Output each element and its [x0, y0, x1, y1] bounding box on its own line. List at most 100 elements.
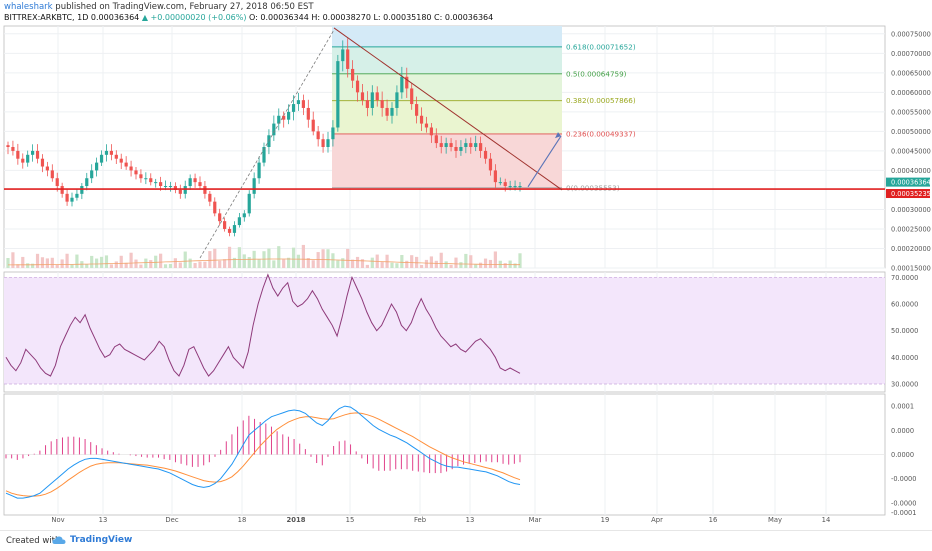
candle-body: [104, 150, 109, 155]
candle-body: [149, 178, 153, 183]
candle-body: [301, 100, 305, 108]
rsi-line: [5, 273, 521, 377]
candle-body: [55, 178, 59, 187]
price-tick-label: 0.00020000: [891, 245, 931, 253]
volume-bar: [144, 258, 148, 268]
volume-bar: [104, 255, 109, 268]
candle-body: [282, 115, 286, 120]
volume-bar: [114, 261, 118, 268]
ohlc-values: O: 0.00036344 H: 0.00038270 L: 0.0003518…: [249, 13, 494, 22]
candle-body: [65, 193, 69, 202]
volume-bar: [341, 258, 345, 268]
volume-bar: [188, 258, 192, 268]
candle-body: [257, 162, 261, 179]
volume-bar: [16, 264, 20, 268]
tradingview-brand[interactable]: TradingView: [70, 535, 133, 545]
rsi-tick-label: 70.0000: [891, 274, 918, 282]
volume-bar: [306, 258, 310, 268]
candle-body: [163, 186, 168, 188]
candle-body: [159, 182, 163, 187]
fib-level-label: 0(0.00035553): [566, 183, 620, 192]
candle-body: [80, 186, 84, 194]
symbol-line: BITTREX:ARKBTC, 1D 0.00036364 ▲ +0.00000…: [4, 13, 493, 22]
volume-bar: [168, 263, 173, 268]
candle-body: [479, 143, 483, 151]
price-tick-label: 0.00075000: [891, 30, 931, 38]
candle-body: [415, 104, 419, 116]
candle-body: [262, 147, 266, 163]
candle-body: [306, 107, 310, 120]
volume-bar: [459, 262, 463, 268]
volume-ma-line: [8, 258, 520, 266]
price-tick-label: 0.00045000: [891, 147, 931, 155]
volume-bar: [262, 251, 266, 268]
volume-bar: [139, 264, 143, 268]
volume-bar: [493, 251, 497, 268]
candle-body: [508, 186, 512, 188]
candle-body: [242, 213, 246, 218]
macd-signal-line: [5, 412, 521, 497]
macd-tick-label: -0.0000: [891, 499, 916, 507]
fib-zone: [332, 73, 562, 101]
volume-bar: [134, 259, 138, 268]
volume-bar: [400, 254, 404, 268]
volume-bar: [178, 262, 182, 268]
candle-body: [454, 147, 458, 151]
candle-body: [6, 145, 10, 147]
x-axis-label: 18: [238, 516, 247, 524]
candle-body: [99, 154, 104, 163]
created-with-text: Created with: [6, 536, 61, 546]
fib-level-label: 0.382(0.00057866): [566, 96, 636, 105]
volume-bar: [321, 249, 325, 268]
candle-body: [370, 92, 374, 108]
x-axis-label: 2018: [287, 516, 306, 524]
volume-bar: [119, 255, 123, 268]
volume-bar: [232, 257, 237, 268]
volume-bar: [410, 255, 414, 268]
volume-bar: [429, 256, 433, 268]
candle-body: [483, 150, 488, 159]
candle-body: [21, 158, 25, 163]
candle-body: [296, 100, 301, 105]
volume-bar: [331, 253, 335, 268]
price-tag-label: 0.00035235: [891, 190, 931, 198]
candle-body: [513, 186, 517, 188]
x-axis-label: 15: [346, 516, 355, 524]
volume-bar: [129, 252, 133, 268]
fib-zone: [332, 133, 562, 188]
x-axis-label: May: [768, 516, 782, 524]
volume-bar: [26, 263, 30, 268]
footer-bar: Created with TradingView: [0, 530, 932, 551]
candle-body: [434, 135, 438, 144]
candle-body: [498, 182, 502, 184]
volume-bar: [282, 259, 286, 268]
projection-arrow-line: [527, 135, 562, 188]
candle-body: [395, 92, 399, 108]
volume-bar: [360, 259, 365, 268]
projection-arrowhead: [555, 132, 561, 139]
price-tick-label: 0.00070000: [891, 50, 931, 58]
candle-body: [326, 139, 330, 147]
volume-bar: [464, 253, 468, 268]
volume-bar: [237, 247, 241, 268]
candle-body: [449, 143, 453, 147]
macd-tick-label: 0.0001: [891, 403, 914, 411]
candle-body: [50, 170, 54, 179]
candle-body: [16, 150, 20, 159]
candle-body: [469, 143, 473, 147]
volume-bar: [291, 247, 296, 268]
volume-bar: [242, 254, 246, 268]
candle-body: [444, 143, 448, 147]
x-axis-label: 13: [466, 516, 475, 524]
volume-bar: [203, 261, 207, 268]
candle-body: [227, 228, 232, 233]
author-link[interactable]: whaleshark: [4, 2, 53, 12]
volume-bar: [11, 252, 15, 268]
candle-body: [291, 104, 296, 112]
candle-body: [213, 201, 217, 214]
volume-bar: [6, 258, 10, 268]
volume-bar: [208, 251, 212, 268]
candle-body: [198, 182, 202, 187]
x-axis-label: Feb: [414, 516, 426, 524]
volume-bar: [163, 264, 168, 268]
